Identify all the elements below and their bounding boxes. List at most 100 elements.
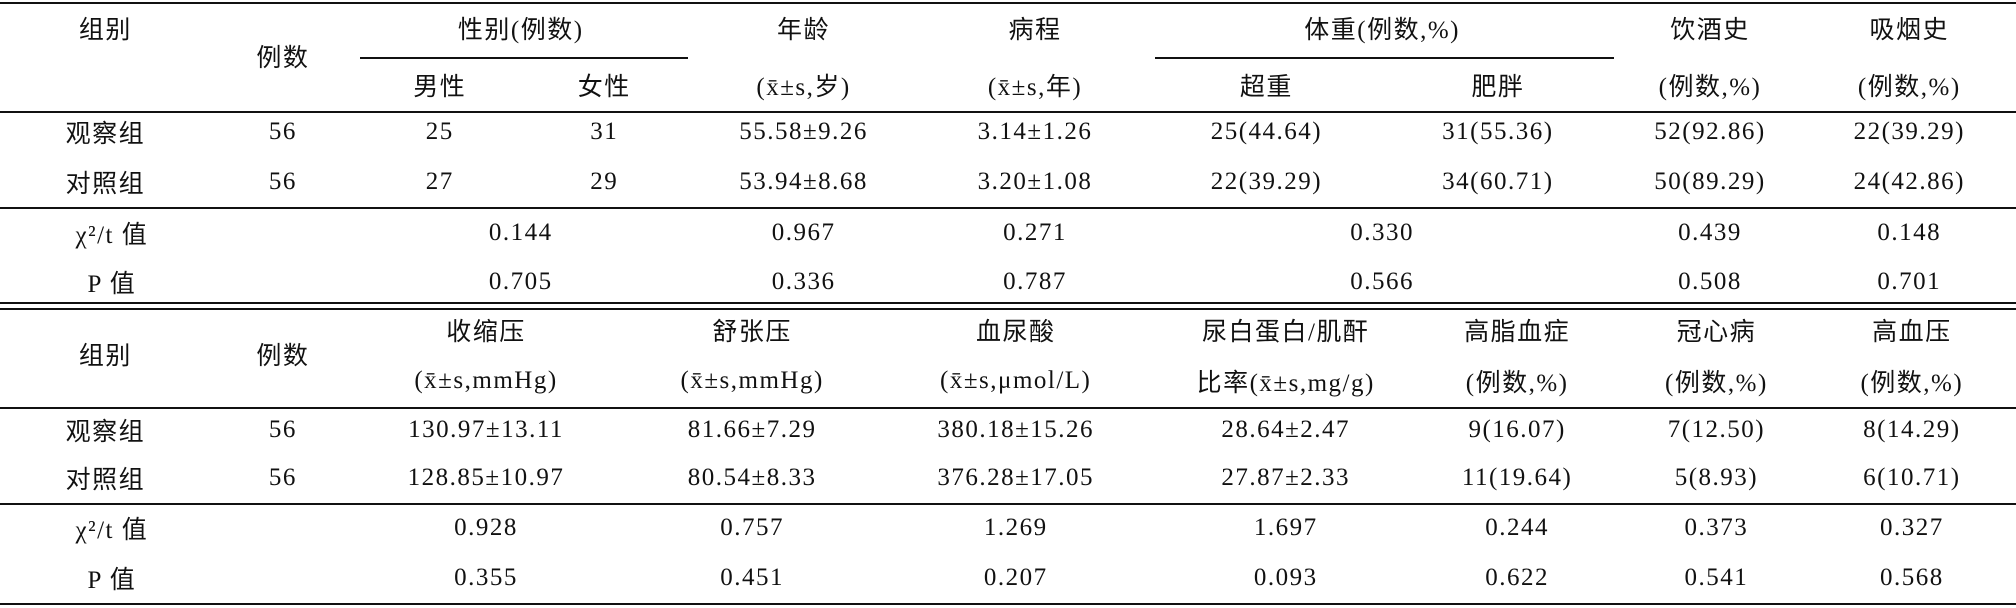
cell: 128.85±10.97	[407, 464, 565, 492]
cell: 0.701	[1877, 268, 1942, 296]
cell: 0.373	[1684, 514, 1749, 542]
header-cell: 饮酒史	[1670, 17, 1750, 45]
rule	[0, 206, 2016, 209]
cell: 0.327	[1879, 514, 1944, 542]
cell: 6(10.71)	[1863, 464, 1961, 492]
cell: P 值	[87, 271, 137, 299]
header-cell: 病程	[1008, 17, 1062, 45]
cell: 25(44.64)	[1210, 118, 1323, 146]
cell: 52(92.86)	[1654, 118, 1766, 146]
header-cell: 年龄	[777, 17, 831, 45]
cell: χ²/t 值	[75, 222, 149, 250]
cell: 1.269	[983, 514, 1048, 542]
cell: 0.705	[488, 268, 553, 296]
header-cell: 例数	[256, 343, 310, 371]
header-cell: (x̄±s,mmHg)	[680, 366, 824, 394]
cell: 31(55.36)	[1442, 118, 1554, 146]
cell: 380.18±15.26	[937, 415, 1095, 443]
cell: 0.967	[771, 219, 836, 247]
header-cell: 组别	[78, 343, 132, 371]
header-cell: 舒张压	[712, 318, 792, 346]
cell: 31	[590, 118, 619, 146]
header-cell: (x̄±s,μmol/L)	[940, 366, 1092, 394]
cell: 0.271	[1003, 219, 1067, 247]
rule	[0, 110, 2016, 113]
header-cell: (例数,%)	[1665, 369, 1768, 397]
cell: 27.87±2.33	[1221, 464, 1351, 492]
cell: 0.622	[1485, 564, 1550, 592]
rule	[0, 603, 2016, 606]
cell: 55.58±9.26	[739, 118, 868, 146]
cell: 3.20±1.08	[977, 168, 1093, 196]
cell: 56	[268, 118, 297, 146]
cell: 22(39.29)	[1210, 168, 1323, 196]
cell: 80.54±8.33	[687, 464, 817, 492]
cell: 0.508	[1678, 268, 1742, 296]
rule	[0, 1, 2016, 4]
cell: 376.28±17.05	[937, 464, 1095, 492]
header-cell: 收缩压	[446, 318, 526, 346]
rule	[0, 308, 2016, 311]
header-cell: 男性	[413, 73, 467, 101]
header-cell: 组别	[78, 17, 132, 45]
cell: 3.14±1.26	[977, 118, 1093, 146]
cell: 56	[268, 168, 297, 196]
cell: P 值	[87, 567, 137, 595]
cell: 53.94±8.68	[739, 168, 868, 196]
cell: 11(19.64)	[1461, 464, 1573, 492]
cell: 0.451	[720, 564, 785, 592]
header-cell: 超重	[1239, 73, 1293, 101]
cell: 0.439	[1678, 219, 1742, 247]
cell: 24(42.86)	[1853, 168, 1965, 196]
cell: χ²/t 值	[75, 517, 149, 545]
cell: 0.566	[1350, 268, 1415, 296]
cell: 8(14.29)	[1863, 415, 1961, 443]
header-cell: (例数,%)	[1857, 73, 1961, 101]
cell: 27	[425, 168, 454, 196]
cell: 29	[590, 168, 619, 196]
header-cell: 比率(x̄±s,mg/g)	[1196, 369, 1375, 397]
header-cell: 冠心病	[1676, 318, 1757, 346]
cell: 0.336	[771, 268, 836, 296]
cell: 0.148	[1877, 219, 1942, 247]
cell: 0.093	[1253, 564, 1318, 592]
header-cell: (x̄±s,mmHg)	[414, 366, 558, 394]
header-cell: (x̄±s,年)	[987, 73, 1083, 101]
header-cell: (例数,%)	[1658, 73, 1762, 101]
rule	[1154, 56, 1614, 59]
rule	[360, 56, 688, 59]
cell: 5(8.93)	[1674, 464, 1759, 492]
header-cell: 血尿酸	[975, 318, 1056, 346]
header-cell: (例数,%)	[1860, 369, 1964, 397]
cell: 50(89.29)	[1654, 168, 1766, 196]
header-cell: (x̄±s,岁)	[756, 73, 851, 101]
cell: 0.244	[1485, 514, 1550, 542]
cell: 9(16.07)	[1468, 415, 1566, 443]
header-cell: 体重(例数,%)	[1304, 17, 1461, 45]
cell: 25	[425, 118, 454, 146]
cell: 22(39.29)	[1853, 118, 1965, 146]
header-cell: 高脂血症	[1464, 318, 1571, 346]
cell: 0.757	[720, 514, 785, 542]
cell: 130.97±13.11	[408, 415, 564, 443]
cell: 观察组	[65, 121, 146, 149]
rule	[0, 301, 2016, 304]
cell: 观察组	[65, 418, 146, 446]
header-cell: 吸烟史	[1869, 17, 1950, 45]
header-cell: 高血压	[1872, 318, 1952, 346]
cell: 28.64±2.47	[1221, 415, 1351, 443]
cell: 0.541	[1684, 564, 1749, 592]
header-cell: 女性	[577, 73, 631, 101]
cell: 56	[268, 415, 297, 443]
cell: 0.355	[454, 564, 518, 592]
cell: 0.787	[1003, 268, 1067, 296]
header-cell: (例数,%)	[1465, 369, 1569, 397]
cell: 对照组	[65, 171, 146, 199]
header-cell: 尿白蛋白/肌酐	[1201, 318, 1370, 346]
cell: 0.144	[488, 219, 553, 247]
cell: 0.207	[983, 564, 1048, 592]
header-cell: 例数	[256, 45, 310, 73]
cell: 0.568	[1879, 564, 1944, 592]
rule	[0, 406, 2016, 409]
